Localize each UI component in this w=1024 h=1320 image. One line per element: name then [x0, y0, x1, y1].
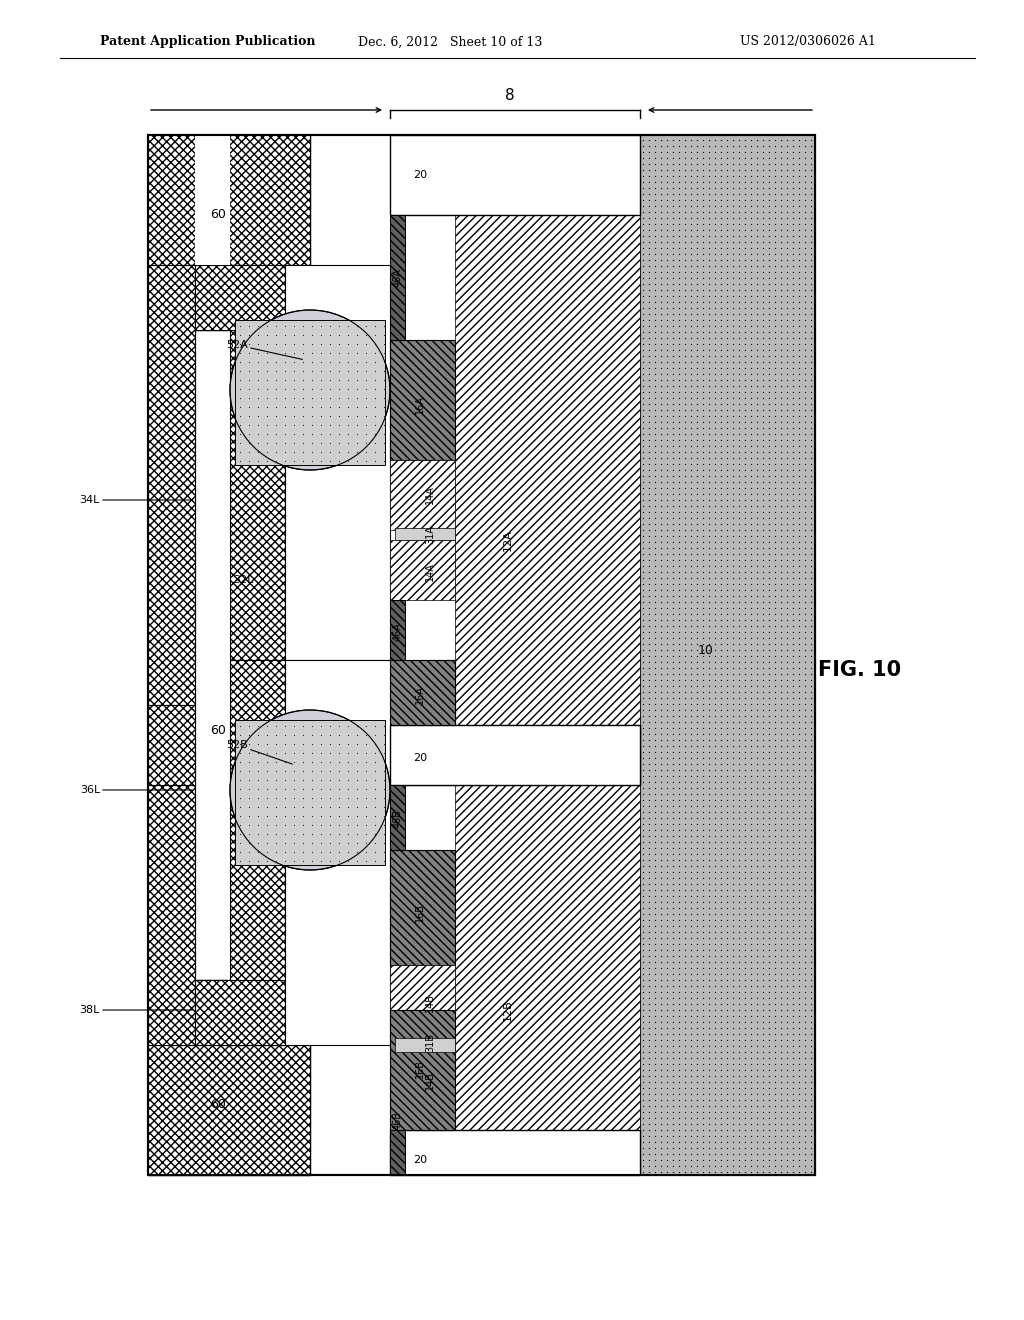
Bar: [395, 528, 455, 540]
Text: 60: 60: [210, 209, 226, 222]
Text: 14B: 14B: [425, 1071, 435, 1089]
Text: 16A: 16A: [415, 396, 425, 414]
Bar: [195, 135, 230, 265]
Text: 12A: 12A: [503, 529, 513, 550]
Text: 14A: 14A: [425, 562, 435, 581]
Bar: [390, 341, 455, 459]
Text: 38L: 38L: [80, 1005, 193, 1015]
Text: 60: 60: [210, 723, 226, 737]
Bar: [390, 1130, 406, 1175]
Bar: [455, 785, 640, 1175]
Bar: [285, 785, 390, 1045]
Text: 16B: 16B: [415, 1059, 425, 1077]
Bar: [285, 660, 455, 785]
Bar: [390, 135, 640, 215]
Text: 20: 20: [413, 1155, 427, 1166]
Bar: [390, 215, 406, 341]
Bar: [148, 785, 195, 1045]
Bar: [195, 265, 310, 330]
Bar: [390, 1052, 455, 1105]
Text: 31A: 31A: [425, 525, 435, 544]
Bar: [148, 135, 815, 1175]
Bar: [234, 319, 385, 465]
Bar: [390, 850, 455, 965]
Bar: [390, 660, 455, 725]
Bar: [195, 979, 310, 1045]
Text: FIG. 10: FIG. 10: [818, 660, 901, 680]
Text: 31B: 31B: [425, 1032, 435, 1052]
Text: 46B: 46B: [393, 1110, 403, 1130]
Text: 52A: 52A: [226, 341, 302, 359]
Text: 12B: 12B: [503, 999, 513, 1020]
Bar: [230, 785, 285, 1045]
Bar: [148, 1045, 310, 1175]
Bar: [390, 725, 640, 785]
Bar: [640, 135, 815, 1175]
Text: 16B: 16B: [415, 903, 425, 921]
Text: 20: 20: [413, 752, 427, 763]
Bar: [390, 965, 455, 1040]
Bar: [395, 1038, 455, 1052]
Text: 46A: 46A: [393, 623, 403, 642]
Text: 14A: 14A: [425, 486, 435, 504]
Ellipse shape: [230, 710, 390, 870]
Bar: [230, 660, 285, 800]
Text: 14B: 14B: [425, 993, 435, 1011]
Text: 60: 60: [210, 1098, 226, 1111]
Text: 46B: 46B: [393, 808, 403, 828]
Text: 36L: 36L: [80, 785, 193, 795]
Bar: [148, 705, 195, 785]
Bar: [390, 601, 406, 660]
Bar: [148, 135, 310, 265]
Text: 16A: 16A: [415, 685, 425, 705]
Bar: [640, 135, 815, 1175]
Text: 52B: 52B: [226, 741, 293, 764]
Bar: [230, 265, 285, 660]
Bar: [390, 1130, 640, 1175]
Bar: [148, 135, 310, 330]
Bar: [285, 265, 390, 660]
Bar: [390, 1105, 406, 1130]
Bar: [148, 979, 310, 1175]
Text: 8: 8: [505, 87, 515, 103]
Bar: [455, 725, 640, 785]
Text: Dec. 6, 2012   Sheet 10 of 13: Dec. 6, 2012 Sheet 10 of 13: [358, 36, 543, 49]
Bar: [148, 135, 815, 1175]
Bar: [390, 459, 455, 531]
Ellipse shape: [230, 310, 390, 470]
Text: 10: 10: [698, 644, 714, 656]
Text: Patent Application Publication: Patent Application Publication: [100, 36, 315, 49]
Bar: [148, 265, 195, 705]
Bar: [234, 719, 385, 865]
Bar: [148, 330, 195, 979]
Bar: [455, 135, 640, 725]
Bar: [390, 785, 406, 850]
Text: 32L: 32L: [232, 576, 253, 585]
Text: 20: 20: [413, 170, 427, 180]
Text: US 2012/0306026 A1: US 2012/0306026 A1: [740, 36, 876, 49]
Text: 34L: 34L: [80, 495, 193, 506]
Text: 46A: 46A: [393, 268, 403, 288]
Bar: [390, 1010, 455, 1130]
Bar: [390, 540, 455, 601]
